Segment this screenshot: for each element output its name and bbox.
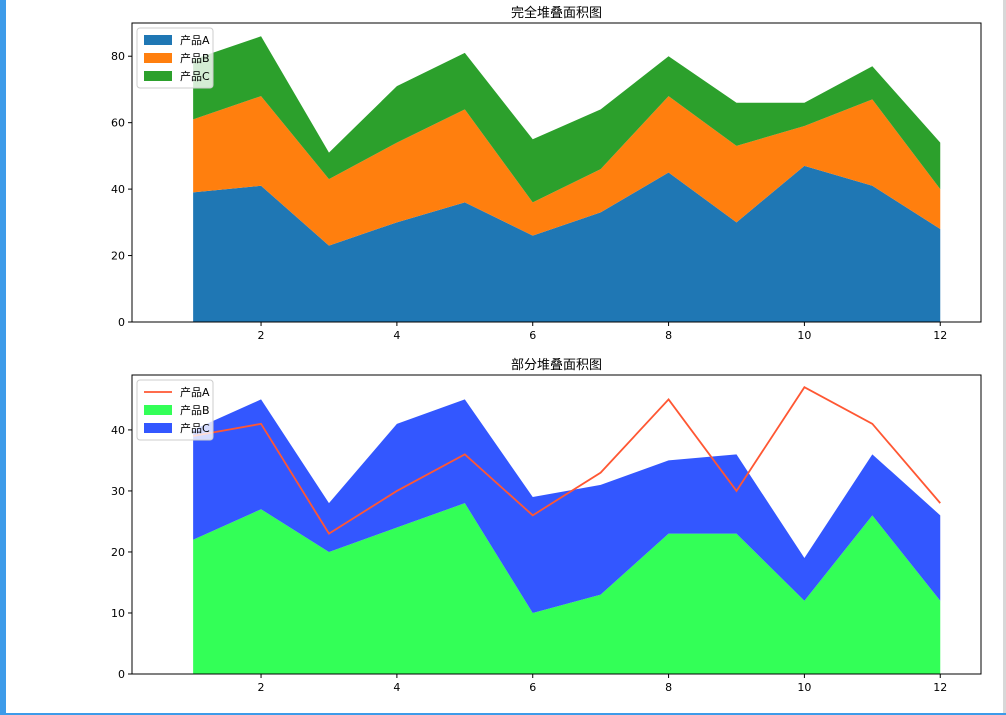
x-tick-label: 10	[797, 681, 811, 694]
legend-label-0: 产品A	[180, 385, 210, 399]
area-series-2	[193, 399, 941, 613]
legend-swatch-2	[144, 71, 172, 81]
chart-title: 部分堆叠面积图	[511, 358, 602, 373]
x-tick-label: 2	[258, 329, 265, 342]
window-right-border	[1003, 0, 1006, 715]
window-bottom-border	[0, 713, 1006, 715]
legend: 产品A 产品B 产品C	[136, 379, 214, 441]
y-tick-label: 60	[111, 117, 125, 130]
area-series-1	[193, 503, 941, 674]
x-tick-label: 8	[665, 329, 672, 342]
x-tick-label: 4	[393, 329, 400, 342]
area-series-2	[193, 36, 941, 203]
axes-frame	[131, 374, 982, 675]
x-tick-label: 12	[933, 329, 947, 342]
legend-label-2: 产品C	[180, 69, 210, 83]
y-tick-label: 0	[118, 316, 125, 329]
area-series-0	[193, 165, 941, 322]
y-tick-label: 40	[111, 183, 125, 196]
y-tick-label: 10	[111, 607, 125, 620]
x-tick-label: 8	[665, 681, 672, 694]
x-tick-label: 2	[258, 681, 265, 694]
legend-swatch-1	[144, 405, 172, 415]
x-tick-label: 12	[933, 681, 947, 694]
y-tick-label: 80	[111, 50, 125, 63]
plot-area	[192, 386, 941, 674]
y-tick-label: 0	[118, 668, 125, 681]
area-series-1	[193, 96, 941, 246]
axes-frame	[131, 22, 982, 323]
y-tick-label: 40	[111, 424, 125, 437]
chart-title: 完全堆叠面积图	[511, 5, 602, 21]
legend: 产品A 产品B 产品C	[136, 27, 214, 89]
plot-area	[193, 36, 941, 322]
legend-swatch-2	[144, 423, 172, 433]
y-tick-label: 30	[111, 485, 125, 498]
x-tick-label: 6	[529, 681, 536, 694]
line-series-0	[192, 386, 941, 535]
x-tick-label: 4	[393, 681, 400, 694]
x-tick-label: 6	[529, 329, 536, 342]
window-left-border	[0, 0, 6, 715]
legend-label-2: 产品C	[180, 421, 210, 435]
legend-label-1: 产品B	[180, 51, 210, 65]
legend-swatch-1	[144, 53, 172, 63]
y-tick-label: 20	[111, 546, 125, 559]
x-tick-label: 10	[797, 329, 811, 342]
legend-swatch-0	[144, 35, 172, 45]
y-tick-label: 20	[111, 250, 125, 263]
legend-label-1: 产品B	[180, 403, 210, 417]
legend-label-0: 产品A	[180, 33, 210, 47]
